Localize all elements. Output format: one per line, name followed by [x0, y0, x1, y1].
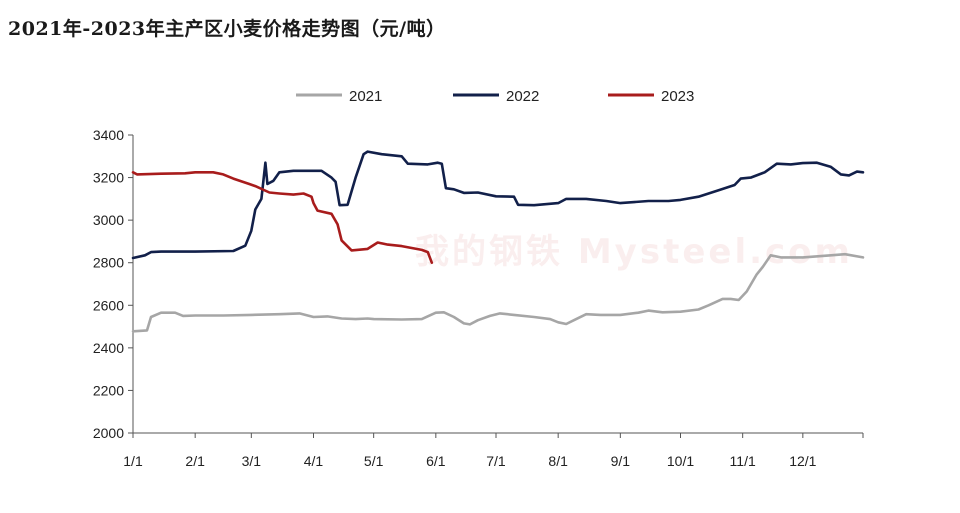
chart-title: 2021年-2023年主产区小麦价格走势图（元/吨）: [8, 18, 446, 40]
series-group: [131, 150, 865, 333]
y-tick-label: 3400: [93, 127, 124, 143]
x-tick-label: 12/1: [789, 453, 816, 469]
y-tick-label: 2200: [93, 382, 124, 398]
series-line-2022: [131, 150, 865, 260]
series-line-2021: [131, 252, 865, 333]
y-tick-label: 2400: [93, 340, 124, 356]
x-tick-label: 2/1: [185, 453, 205, 469]
legend: 2021 2022 2023: [296, 88, 694, 105]
x-tick-label: 4/1: [304, 453, 324, 469]
legend-label-2021: 2021: [349, 88, 382, 105]
x-tick-label: 11/1: [730, 453, 756, 469]
axes: 2000 2200 2400 2600 2800 3000 3200 3400 1/1 2/1 3/…: [93, 127, 864, 469]
x-tick-label: 1/1: [123, 453, 143, 469]
x-tick-label: 7/1: [486, 453, 506, 469]
legend-label-2023: 2023: [661, 88, 694, 105]
x-tick-label: 3/1: [242, 453, 262, 469]
y-tick-label: 3000: [93, 212, 124, 228]
y-tick-label: 3200: [93, 170, 124, 186]
x-tick-label: 6/1: [426, 453, 446, 469]
x-tick-label: 9/1: [611, 453, 631, 469]
y-tick-label: 2000: [93, 425, 124, 441]
legend-label-2022: 2022: [506, 88, 539, 105]
x-tick-label: 5/1: [364, 453, 384, 469]
watermark: 我的钢铁 Mysteel.com: [415, 232, 853, 272]
y-tick-label: 2800: [93, 255, 124, 271]
x-tick-label: 8/1: [548, 453, 568, 469]
y-tick-label: 2600: [93, 297, 124, 313]
series-line-2023: [131, 171, 434, 265]
x-tick-label: 10/1: [667, 453, 694, 469]
